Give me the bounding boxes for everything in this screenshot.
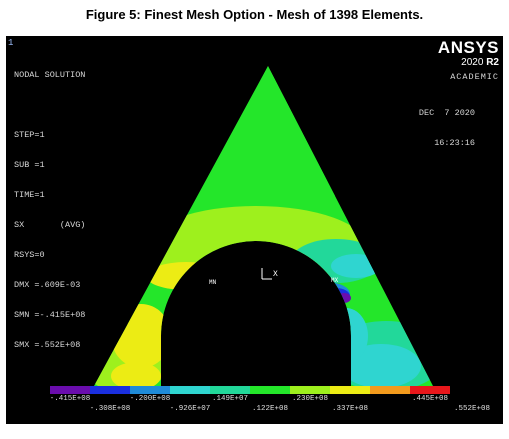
ansys-logo: ANSYS 2020 R2 — [437, 38, 499, 69]
brand-version: 2020 — [461, 57, 484, 68]
legend-tick-upper: .230E+08 — [291, 395, 329, 403]
timestamp: DEC 7 2020 16:23:16 — [419, 88, 475, 168]
legend-tick-lower: .337E+08 — [331, 405, 369, 413]
min-marker: MN — [209, 279, 217, 286]
solution-line: SMX =.552E+08 — [14, 340, 81, 350]
brand-release: R2 — [486, 57, 499, 68]
solution-line: SX (AVG) — [14, 220, 86, 230]
legend-swatch — [90, 386, 130, 394]
license-label: ACADEMIC — [450, 72, 499, 82]
legend-swatch — [250, 386, 290, 394]
legend-swatch — [170, 386, 210, 394]
graphics-viewport[interactable]: 1 NODAL SOLUTION STEP=1 SUB =1 TIME=1 SX… — [6, 36, 503, 424]
legend-swatch — [50, 386, 90, 394]
figure-caption: Figure 5: Finest Mesh Option - Mesh of 1… — [85, 7, 424, 22]
window-number: 1 — [8, 38, 14, 48]
time-text: 16:23:16 — [434, 138, 475, 148]
solution-line: DMX =.609E-03 — [14, 280, 81, 290]
legend-tick-lower: -.308E+08 — [89, 405, 131, 413]
solution-line: STEP=1 — [14, 130, 45, 140]
solution-line: SMN =-.415E+08 — [14, 310, 86, 320]
legend-tick-upper: .445E+08 — [411, 395, 449, 403]
stress-contour-plot: X MN MX — [94, 66, 433, 386]
contour-legend-bar — [50, 386, 450, 394]
legend-swatch — [210, 386, 250, 394]
legend-tick-lower: .122E+08 — [251, 405, 289, 413]
solution-line: NODAL SOLUTION — [14, 70, 86, 80]
legend-tick-upper: -.415E+08 — [49, 395, 91, 403]
legend-tick-lower: -.926E+07 — [169, 405, 211, 413]
date-text: DEC 7 2020 — [418, 108, 475, 118]
max-marker: MX — [331, 277, 339, 284]
legend-swatch — [130, 386, 170, 394]
legend-swatch — [410, 386, 450, 394]
axis-label: X — [273, 270, 278, 279]
solution-line: RSYS=0 — [14, 250, 45, 260]
legend-swatch — [290, 386, 330, 394]
brand-name: ANSYS — [437, 38, 499, 57]
solution-line: SUB =1 — [14, 160, 45, 170]
solution-info-panel: NODAL SOLUTION STEP=1 SUB =1 TIME=1 SX (… — [14, 50, 85, 370]
legend-swatch — [370, 386, 410, 394]
legend-tick-upper: .149E+07 — [211, 395, 249, 403]
legend-tick-upper: -.200E+08 — [129, 395, 171, 403]
legend-tick-lower: .552E+08 — [453, 405, 491, 413]
legend-swatch — [330, 386, 370, 394]
solution-line: TIME=1 — [14, 190, 45, 200]
